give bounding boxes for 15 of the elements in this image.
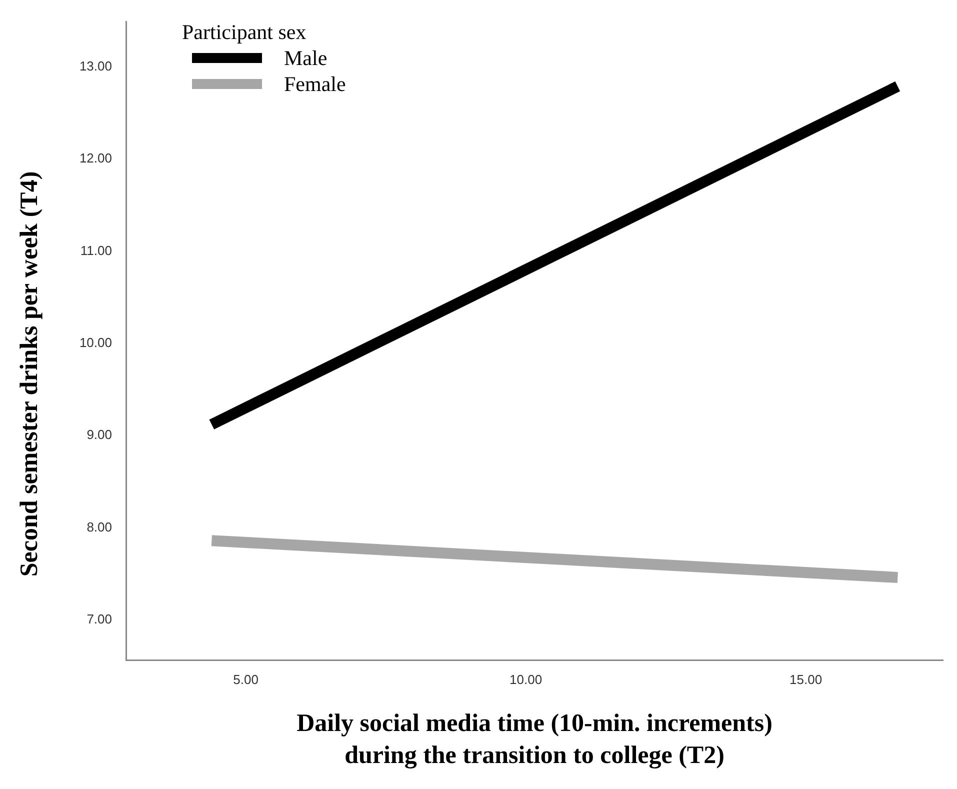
x-tick-label: 15.00 — [790, 672, 822, 687]
x-axis-title: Daily social media time (10-min. increments) during the transition to college (T2) — [296, 709, 774, 771]
y-tick-label: 9.00 — [86, 427, 112, 442]
y-tick-label: 13.00 — [79, 58, 112, 74]
x-tick-label: 5.00 — [233, 672, 258, 687]
y-tick-label: 8.00 — [86, 519, 112, 534]
y-tick-label: 7.00 — [86, 611, 112, 626]
y-tick-label: 11.00 — [80, 242, 112, 258]
y-axis-title: Second semester drinks per week (T4) — [16, 170, 44, 579]
legend-label: Male — [284, 46, 328, 70]
y-tick-label: 10.00 — [79, 334, 112, 350]
legend-title: Participant sex — [182, 20, 308, 45]
x-tick-label: 10.00 — [510, 672, 542, 687]
y-tick-label: 12.00 — [79, 150, 112, 166]
legend-label: Female — [284, 72, 346, 96]
